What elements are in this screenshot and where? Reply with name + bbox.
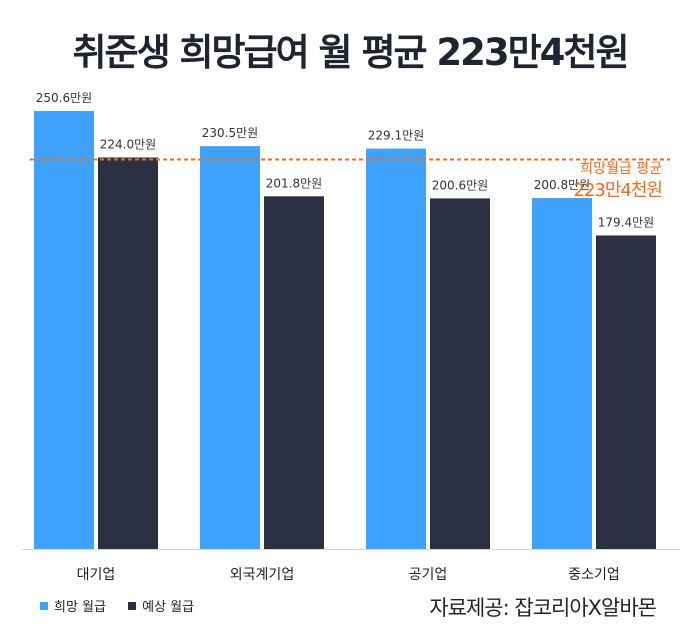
legend: 희망 월급 예상 월급 — [40, 596, 212, 615]
legend-swatch-expected — [128, 601, 137, 610]
bar-1-3 — [596, 235, 656, 550]
legend-label-expected: 예상 월급 — [142, 600, 195, 615]
bar-1-0 — [98, 157, 158, 549]
bar-0-0 — [34, 111, 94, 549]
data-label-1-2: 200.6만원 — [432, 178, 488, 192]
bar-1-2 — [430, 198, 490, 549]
legend-item-expected: 예상 월급 — [128, 596, 194, 615]
data-label-0-1: 230.5만원 — [202, 126, 258, 140]
bar-0-1 — [200, 146, 260, 549]
average-label-value: 223만4천원 — [574, 180, 663, 201]
chart-title: 취준생 희망급여 월 평균 223만4천원 — [72, 31, 629, 74]
category-label-3: 중소기업 — [568, 567, 620, 583]
data-label-1-1: 201.8만원 — [266, 176, 322, 190]
legend-item-hope: 희망 월급 — [40, 596, 106, 615]
data-label-0-0: 250.6만원 — [36, 91, 92, 105]
legend-label-hope: 희망 월급 — [54, 600, 106, 615]
bar-1-1 — [264, 196, 324, 549]
source-credit: 자료제공: 잡코리아X알바몬 — [429, 596, 657, 620]
data-label-1-3: 179.4만원 — [598, 215, 654, 229]
data-label-0-3: 200.8만원 — [534, 178, 590, 192]
bar-0-2 — [366, 148, 426, 549]
category-label-0: 대기업 — [77, 567, 116, 583]
average-label-title: 희망월급 평균 — [580, 161, 662, 177]
data-label-0-2: 229.1만원 — [368, 129, 424, 143]
data-label-1-0: 224.0만원 — [100, 137, 156, 151]
bar-0-3 — [532, 198, 592, 549]
category-label-2: 공기업 — [409, 567, 448, 583]
legend-swatch-hope — [40, 601, 48, 610]
category-label-1: 외국계기업 — [230, 567, 294, 583]
